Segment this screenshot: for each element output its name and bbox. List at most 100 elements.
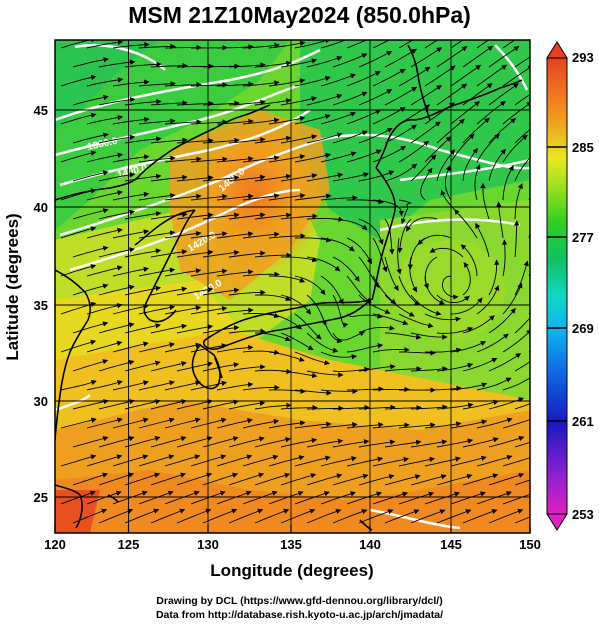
y-axis-label: Latitude (degrees)	[3, 213, 22, 360]
streamline	[332, 218, 368, 230]
streamline	[474, 164, 481, 201]
streamline	[72, 132, 109, 144]
streamline	[410, 439, 448, 448]
streamline	[409, 256, 418, 293]
streamline	[124, 399, 161, 410]
streamline	[294, 389, 332, 396]
streamline	[294, 152, 332, 163]
streamline	[228, 99, 266, 106]
streamline	[332, 130, 368, 144]
streamline	[242, 454, 279, 467]
streamline	[424, 456, 461, 467]
streamline	[398, 199, 412, 225]
streamline	[320, 151, 357, 163]
streamline	[502, 165, 514, 201]
streamline	[202, 287, 240, 296]
streamline	[398, 275, 420, 306]
streamline	[429, 247, 464, 258]
streamline	[60, 150, 97, 163]
streamline	[138, 342, 175, 353]
streamline	[384, 474, 421, 486]
streamline	[112, 266, 150, 277]
streamline	[202, 472, 239, 486]
streamline	[306, 508, 342, 524]
streamline	[462, 357, 498, 372]
credit-data: Data from http://database.rish.kyoto-u.a…	[155, 609, 444, 621]
streamline	[242, 384, 280, 391]
streamline	[372, 68, 406, 87]
streamline	[502, 101, 530, 125]
streamline	[332, 509, 368, 524]
streamline	[436, 46, 468, 68]
streamline	[332, 172, 370, 182]
streamline	[124, 285, 162, 296]
streamline	[398, 313, 434, 329]
streamline	[358, 170, 395, 182]
streamline	[502, 457, 530, 467]
streamline	[358, 509, 394, 524]
streamline	[320, 313, 343, 344]
streamline	[242, 231, 280, 239]
streamline	[268, 351, 305, 362]
streamline	[280, 96, 318, 106]
streamline	[124, 360, 161, 372]
streamline	[228, 364, 266, 372]
streamline	[98, 508, 134, 524]
streamline	[450, 101, 481, 125]
streamline	[514, 479, 530, 486]
streamline	[436, 326, 474, 334]
streamline	[72, 321, 109, 334]
streamline	[176, 63, 214, 70]
streamline	[410, 474, 447, 486]
streamline	[138, 81, 176, 87]
streamline	[242, 117, 280, 125]
streamline	[280, 332, 314, 351]
streamline	[176, 249, 214, 258]
streamline	[514, 361, 530, 372]
streamline	[436, 294, 470, 304]
streamline	[450, 419, 488, 429]
streamline	[358, 325, 395, 334]
streamline	[372, 422, 410, 429]
streamline	[280, 173, 318, 182]
streamline	[202, 137, 240, 144]
streamline	[346, 71, 381, 87]
streamline	[216, 81, 254, 87]
streamline	[450, 382, 488, 391]
streamline	[72, 399, 109, 410]
streamline	[60, 454, 97, 467]
streamline	[254, 472, 291, 486]
streamline	[320, 40, 356, 49]
streamline	[384, 256, 399, 292]
streamline	[60, 74, 97, 87]
streamline	[410, 509, 446, 524]
streamline	[268, 420, 306, 429]
streamline	[358, 404, 396, 411]
streamline	[72, 208, 109, 220]
streamline	[72, 472, 109, 486]
streamline	[124, 98, 162, 106]
colorbar-min-arrow	[546, 513, 568, 531]
streamline	[86, 190, 123, 201]
streamline	[372, 199, 404, 217]
streamline	[98, 472, 135, 486]
streamline	[86, 227, 123, 239]
streamline	[268, 233, 306, 239]
streamline	[190, 82, 228, 88]
streamline	[502, 329, 530, 353]
streamline	[502, 493, 530, 505]
streamline	[124, 508, 160, 524]
streamline	[306, 93, 343, 106]
streamline	[254, 252, 292, 258]
chart-title: MSM 21Z10May2024 (850.0hPa)	[128, 2, 471, 28]
streamline	[372, 313, 409, 326]
streamline	[150, 399, 187, 410]
streamline	[138, 417, 175, 429]
streamline	[306, 172, 344, 182]
streamline	[176, 286, 214, 296]
streamline	[294, 455, 331, 467]
streamline	[436, 362, 474, 372]
streamline	[150, 436, 187, 448]
streamline	[320, 491, 356, 505]
streamline	[164, 193, 202, 201]
